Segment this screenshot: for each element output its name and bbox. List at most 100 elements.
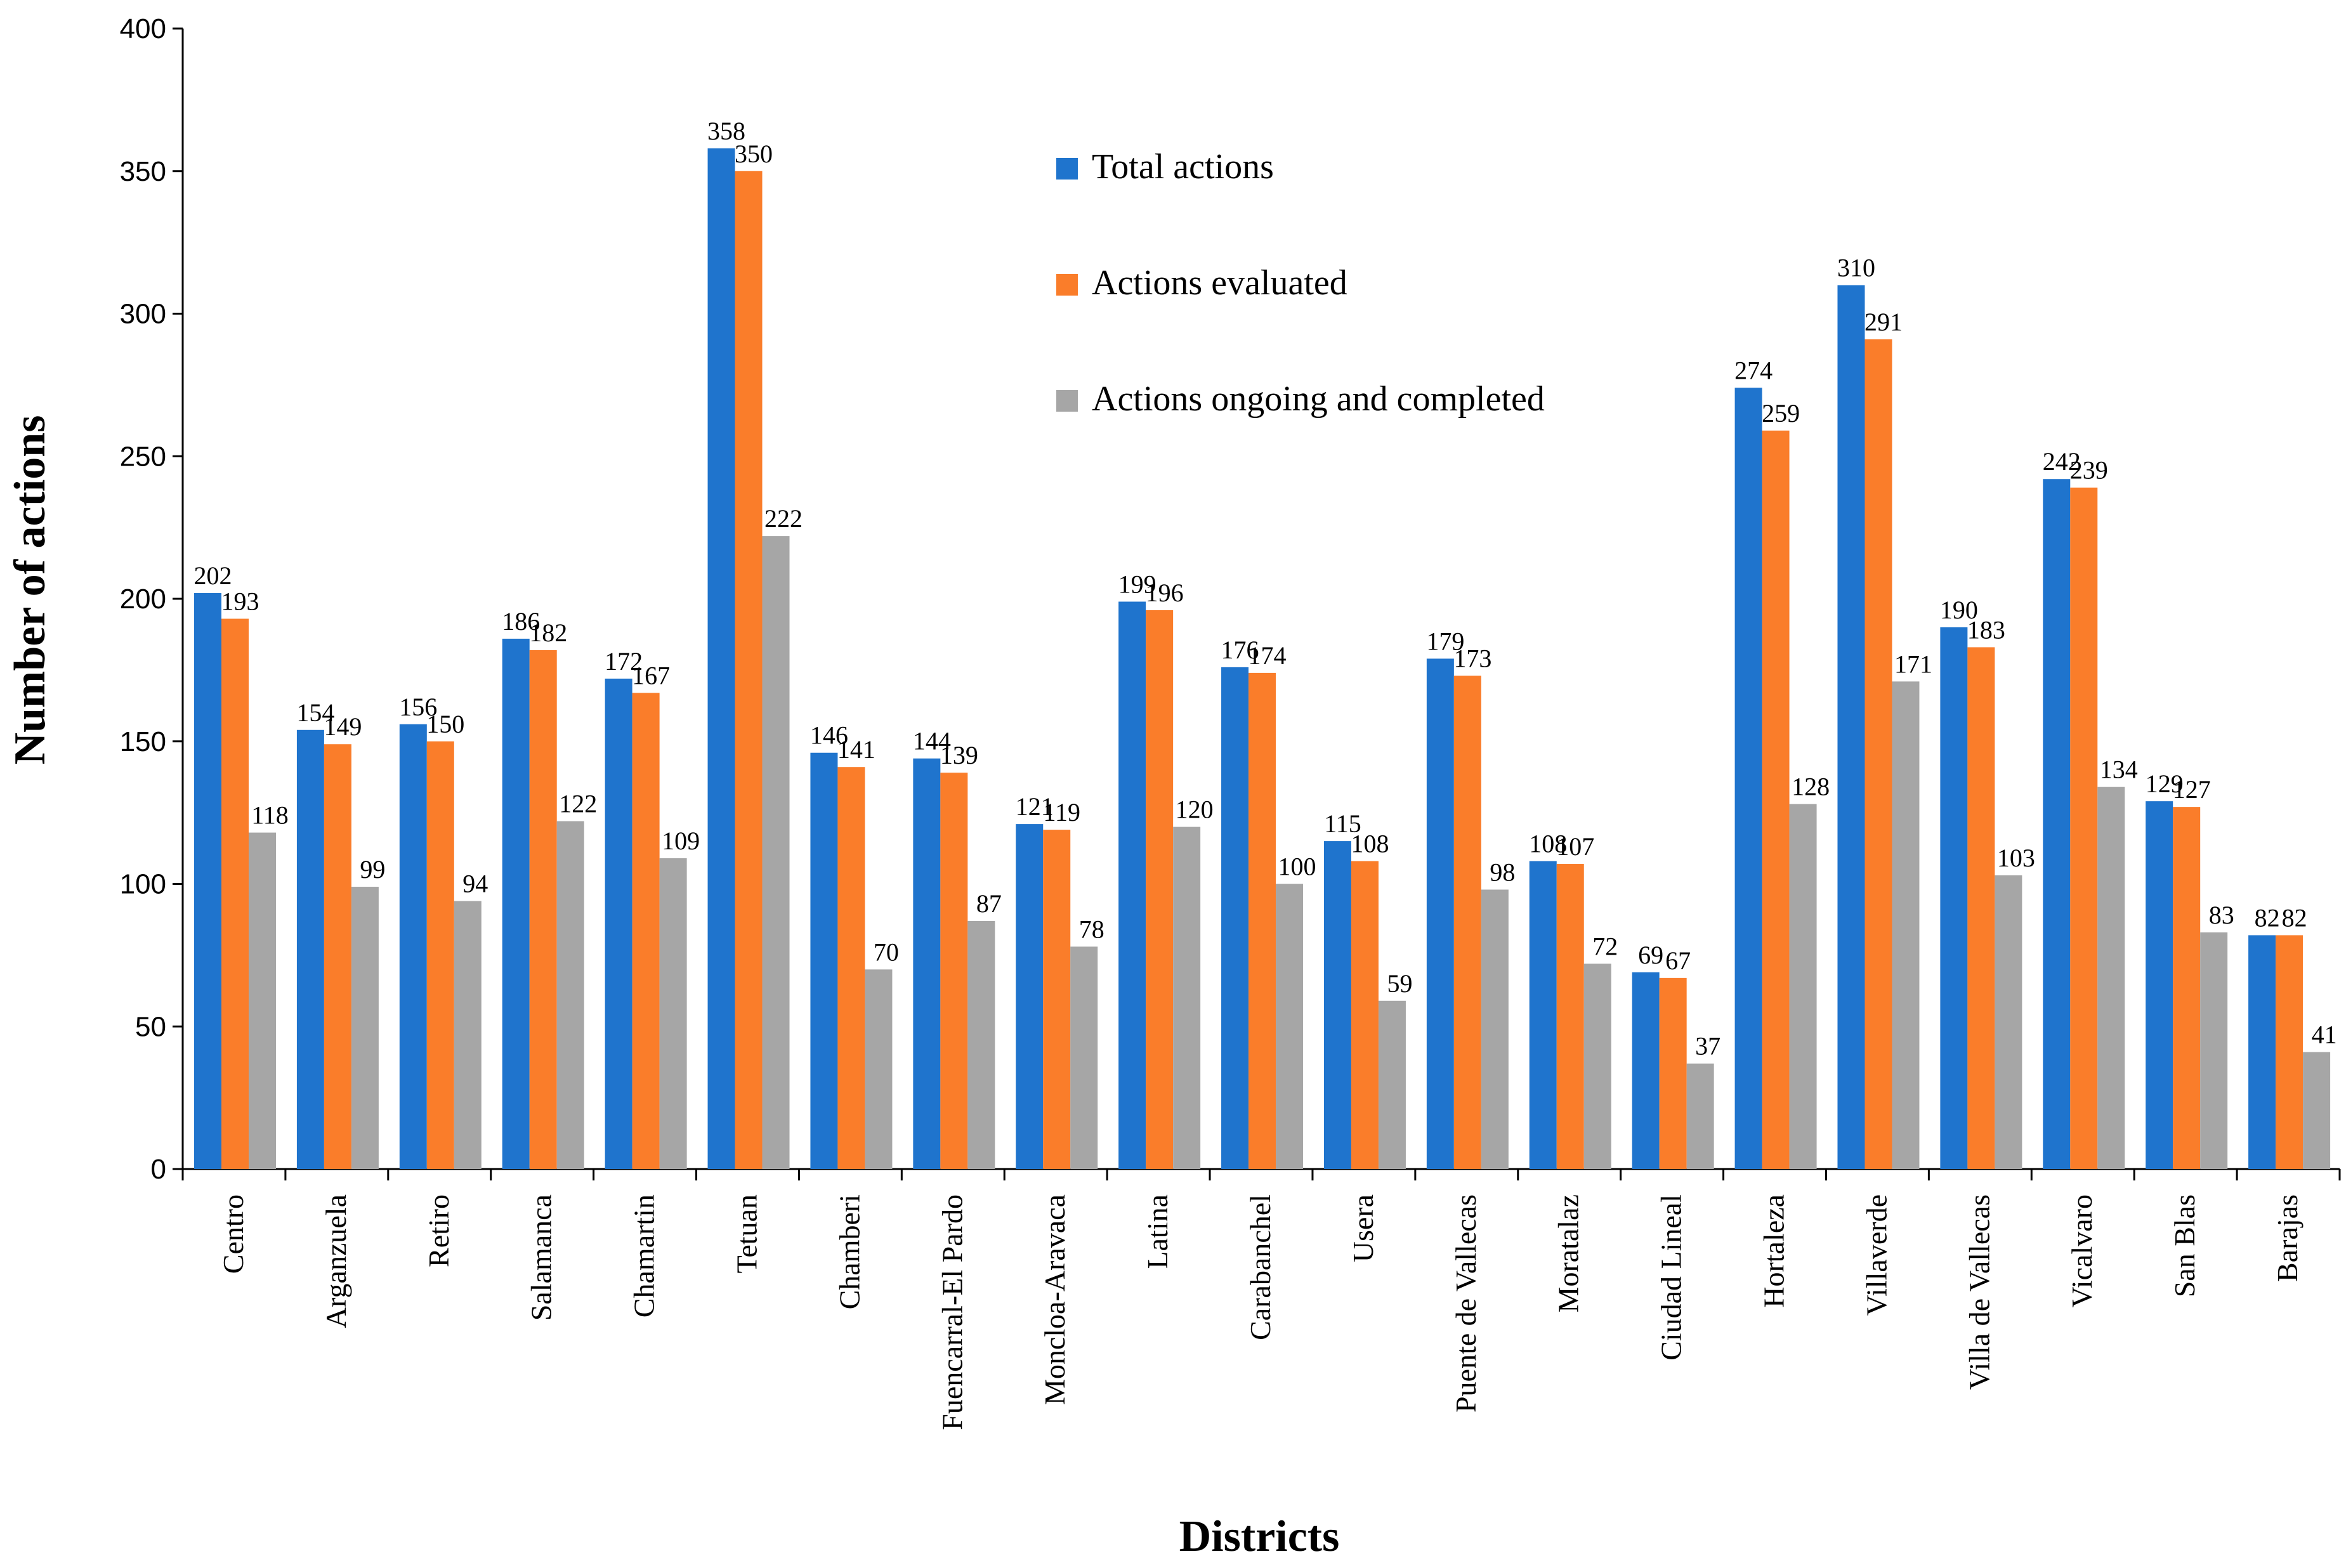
data-label: 83 <box>2209 901 2234 929</box>
bar-actions-evaluated <box>1556 864 1584 1169</box>
data-label: 72 <box>1592 932 1618 960</box>
bar-total-actions <box>1940 627 1968 1169</box>
bars <box>194 148 2331 1170</box>
bar-actions-evaluated <box>1248 672 1276 1169</box>
data-label: 196 <box>1146 578 1184 607</box>
data-label: 41 <box>2312 1021 2337 1049</box>
bar-actions-evaluated <box>1762 430 1790 1170</box>
bar-actions-ongoing-and-completed <box>1583 964 1611 1169</box>
data-label: 202 <box>194 561 232 590</box>
data-label: 120 <box>1176 795 1214 824</box>
x-tick-label: Usera <box>1347 1194 1379 1262</box>
data-label: 115 <box>1324 809 1361 838</box>
bar-total-actions <box>1529 861 1557 1169</box>
bar-total-actions <box>2248 935 2276 1169</box>
data-label: 167 <box>632 661 670 689</box>
x-tick-label: Salamanca <box>525 1194 558 1321</box>
bar-total-actions <box>1632 972 1660 1169</box>
data-label: 67 <box>1665 946 1691 975</box>
bar-actions-ongoing-and-completed <box>967 920 995 1169</box>
x-tick-label: Retiro <box>423 1194 455 1267</box>
bar-total-actions <box>194 593 221 1169</box>
data-label: 59 <box>1387 969 1412 998</box>
bar-actions-ongoing-and-completed <box>2303 1052 2331 1169</box>
bar-actions-ongoing-and-completed <box>865 969 893 1169</box>
x-tick-label: San Blas <box>2168 1194 2201 1297</box>
data-label: 78 <box>1079 915 1104 943</box>
data-label: 154 <box>296 698 334 727</box>
bar-actions-evaluated <box>2173 807 2201 1169</box>
x-tick-label: Moratalaz <box>1552 1194 1585 1312</box>
bar-actions-ongoing-and-completed <box>1789 804 1817 1169</box>
bar-actions-evaluated <box>1351 861 1379 1169</box>
bar-total-actions <box>605 678 632 1169</box>
x-tick-label: Latina <box>1141 1194 1174 1269</box>
data-label: 193 <box>221 587 259 615</box>
bar-actions-evaluated <box>221 618 249 1169</box>
bar-total-actions <box>1221 667 1249 1169</box>
data-label: 103 <box>1997 844 2035 872</box>
legend: Total actions Actions evaluated Actions on… <box>1056 147 1545 419</box>
x-tick-label: Chamberi <box>833 1194 865 1309</box>
x-tick-label: Moncloa-Aravaca <box>1039 1194 1071 1405</box>
data-label: 144 <box>913 727 951 755</box>
data-label: 98 <box>1490 858 1515 886</box>
bar-total-actions <box>1837 285 1865 1169</box>
bar-actions-ongoing-and-completed <box>2097 787 2125 1169</box>
bar-actions-evaluated <box>940 773 968 1169</box>
bar-actions-ongoing-and-completed <box>351 886 379 1169</box>
x-axis-title: Districts <box>1179 1512 1340 1561</box>
data-label: 291 <box>1864 308 1903 336</box>
y-tick-label: 250 <box>120 441 166 472</box>
y-tick-label: 0 <box>151 1154 166 1185</box>
bar-actions-evaluated <box>1864 339 1892 1169</box>
data-label: 199 <box>1118 570 1157 598</box>
data-label: 242 <box>2043 447 2081 476</box>
x-tick-label: Carabanchel <box>1244 1194 1276 1340</box>
data-label: 358 <box>707 117 745 145</box>
data-label: 141 <box>837 735 875 764</box>
bar-actions-evaluated <box>1967 647 1995 1169</box>
legend-label: Total actions <box>1092 147 1274 186</box>
data-label: 107 <box>1556 832 1594 861</box>
data-label: 70 <box>874 938 899 966</box>
data-label: 182 <box>529 618 567 647</box>
y-tick-label: 150 <box>120 726 166 757</box>
x-tick-label: Arganzuela <box>320 1194 352 1328</box>
legend-swatch <box>1056 390 1078 412</box>
bar-actions-evaluated <box>1659 977 1687 1169</box>
bar-actions-ongoing-and-completed <box>1686 1063 1714 1169</box>
x-tick-label: Hortaleza <box>1758 1194 1790 1308</box>
y-axis-title: Number of actions <box>6 415 55 765</box>
data-label: 259 <box>1762 399 1800 428</box>
y-tick-label: 200 <box>120 584 166 615</box>
bar-actions-ongoing-and-completed <box>1481 889 1509 1169</box>
bar-actions-evaluated <box>1043 830 1071 1169</box>
data-label: 94 <box>462 869 488 898</box>
bar-actions-ongoing-and-completed <box>1276 884 1304 1169</box>
data-label: 129 <box>2146 769 2184 798</box>
legend-swatch <box>1056 158 1078 180</box>
bar-actions-ongoing-and-completed <box>1892 681 1920 1169</box>
x-tick-label: Tetuan <box>730 1194 763 1274</box>
bar-total-actions <box>2043 479 2071 1170</box>
data-label: 146 <box>810 721 848 750</box>
data-label: 82 <box>2282 903 2307 932</box>
bar-actions-evaluated <box>735 171 763 1169</box>
bar-actions-ongoing-and-completed <box>1378 1000 1406 1169</box>
data-label: 350 <box>735 140 773 168</box>
bar-total-actions <box>1323 841 1351 1169</box>
data-label: 127 <box>2173 775 2211 804</box>
x-axis: Centro Arganzuela Retiro Salamanca Chamartin… <box>181 1168 2341 1430</box>
data-label: 171 <box>1894 650 1932 678</box>
bar-actions-ongoing-and-completed <box>1070 946 1098 1169</box>
data-label: 37 <box>1695 1032 1720 1061</box>
x-tick-label: Villa de Vallecas <box>1963 1194 1995 1390</box>
bar-total-actions <box>1016 824 1044 1169</box>
y-tick-label: 300 <box>120 299 166 330</box>
data-label: 119 <box>1043 798 1080 826</box>
x-tick-label: Chamartin <box>628 1194 660 1317</box>
legend-swatch <box>1056 274 1078 296</box>
